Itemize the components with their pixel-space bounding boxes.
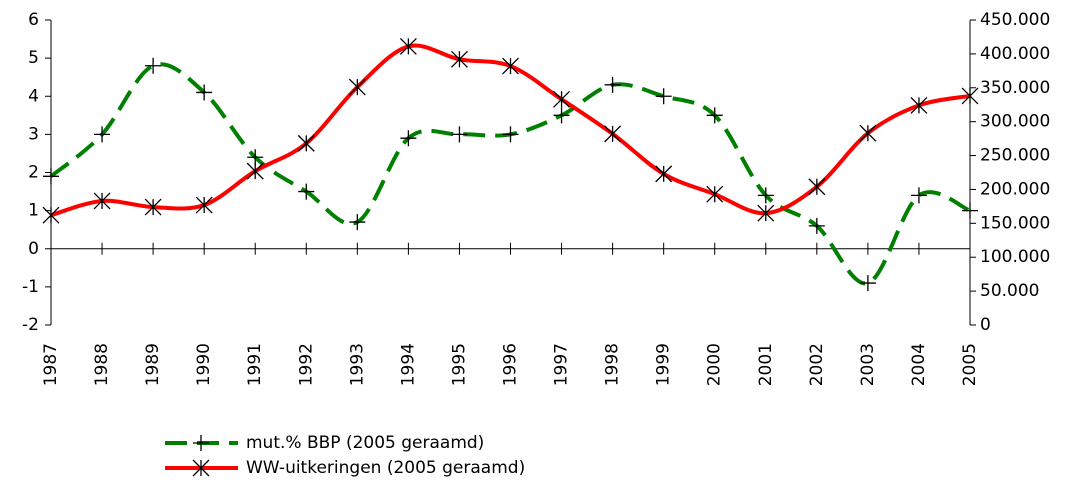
marker <box>706 107 723 124</box>
marker <box>604 76 621 93</box>
marker <box>859 275 876 292</box>
marker <box>298 183 315 200</box>
marker <box>246 162 264 180</box>
x-tick-label: 2005 <box>960 343 980 386</box>
x-tick-label: 1990 <box>194 343 214 386</box>
x-tick-label: 1988 <box>92 343 112 386</box>
y-tick-label: 1 <box>28 201 39 221</box>
x-tick-label: 1999 <box>654 343 674 386</box>
marker <box>94 126 111 143</box>
marker <box>450 50 468 68</box>
marker <box>604 125 622 143</box>
x-tick-label: 1997 <box>552 343 572 386</box>
marker <box>348 78 366 96</box>
y-tick-label: 5 <box>28 48 39 68</box>
legend-item: mut.% BBP (2005 geraamd) <box>165 433 484 453</box>
marker <box>962 202 978 219</box>
marker <box>43 168 59 185</box>
x-tick-label: 2003 <box>858 343 878 386</box>
y2-tick-label: 250.000 <box>980 146 1050 166</box>
x-tick-label: 1993 <box>347 343 367 386</box>
marker <box>910 96 928 114</box>
x-tick-label: 2002 <box>807 343 827 386</box>
marker <box>961 87 979 105</box>
marker <box>553 90 571 108</box>
y-tick-label: 0 <box>28 239 39 259</box>
marker <box>502 126 519 143</box>
marker <box>502 57 519 75</box>
y-tick-label: 2 <box>28 163 39 183</box>
x-tick-label: 2001 <box>756 343 776 386</box>
x-tick-label: 1998 <box>603 343 623 386</box>
y2-tick-label: 450.000 <box>980 10 1050 30</box>
x-tick-label: 1989 <box>143 343 163 386</box>
marker <box>757 187 774 204</box>
y2-tick-label: 350.000 <box>980 78 1050 98</box>
x-tick-label: 1995 <box>449 343 469 386</box>
marker <box>145 57 162 74</box>
marker <box>193 435 209 451</box>
y2-tick-label: 200.000 <box>980 179 1050 199</box>
marker <box>808 217 825 234</box>
marker <box>859 124 877 142</box>
legend-label: mut.% BBP (2005 geraamd) <box>246 433 484 453</box>
marker <box>93 192 111 210</box>
y2-tick-label: 100.000 <box>980 247 1050 267</box>
x-tick-label: 1987 <box>41 343 61 386</box>
x-tick-label: 1994 <box>398 343 418 386</box>
y-tick-label: 3 <box>28 124 39 144</box>
y-tick-label: 4 <box>28 86 39 106</box>
marker <box>195 196 213 214</box>
marker <box>706 185 724 203</box>
x-tick-label: 2000 <box>705 343 725 386</box>
marker <box>400 130 417 147</box>
marker <box>655 165 673 183</box>
marker <box>247 149 264 166</box>
y2-tick-label: 0 <box>980 315 991 335</box>
legend-label: WW-uitkeringen (2005 geraamd) <box>246 458 525 478</box>
y-tick-label: -2 <box>22 315 39 335</box>
legend-item: WW-uitkeringen (2005 geraamd) <box>165 458 525 478</box>
y-tick-label: 6 <box>28 10 39 30</box>
x-tick-label: 1996 <box>501 343 521 386</box>
x-tick-label: 2004 <box>909 343 929 386</box>
marker <box>655 88 672 105</box>
marker <box>349 214 366 231</box>
marker <box>144 198 162 216</box>
y2-tick-label: 150.000 <box>980 213 1050 233</box>
marker <box>553 107 570 124</box>
marker <box>451 126 468 143</box>
x-tick-label: 1992 <box>296 343 316 386</box>
marker <box>297 134 315 152</box>
marker <box>399 37 417 55</box>
x-tick-label: 1991 <box>245 343 265 386</box>
marker <box>910 187 927 204</box>
marker <box>192 459 210 477</box>
y-tick-label: -1 <box>22 277 39 297</box>
marker <box>808 178 826 196</box>
marker <box>757 204 775 222</box>
marker <box>42 206 60 224</box>
marker <box>196 84 213 101</box>
y2-tick-label: 50.000 <box>980 281 1039 301</box>
y2-tick-label: 300.000 <box>980 112 1050 132</box>
y2-tick-label: 400.000 <box>980 44 1050 64</box>
